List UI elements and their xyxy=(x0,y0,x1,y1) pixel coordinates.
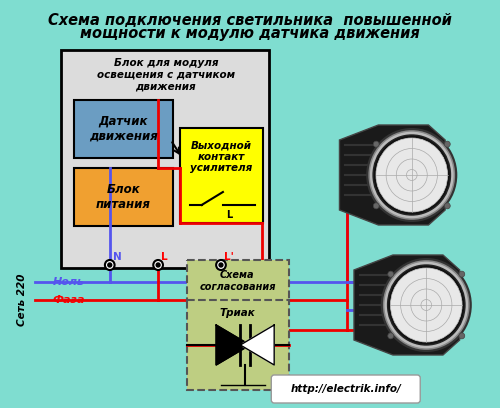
Circle shape xyxy=(390,268,462,342)
Polygon shape xyxy=(216,325,250,365)
FancyBboxPatch shape xyxy=(272,375,420,403)
FancyBboxPatch shape xyxy=(187,260,288,302)
Circle shape xyxy=(374,141,379,147)
Circle shape xyxy=(384,261,469,349)
Circle shape xyxy=(219,263,223,267)
Text: Датчик
движения: Датчик движения xyxy=(89,115,158,143)
Circle shape xyxy=(368,129,456,221)
Text: Схема
согласования: Схема согласования xyxy=(199,270,276,292)
Text: мощности к модулю датчика движения: мощности к модулю датчика движения xyxy=(80,26,420,41)
Circle shape xyxy=(444,141,450,147)
Circle shape xyxy=(382,259,471,351)
FancyBboxPatch shape xyxy=(187,300,288,390)
Circle shape xyxy=(105,260,115,270)
Circle shape xyxy=(376,138,448,212)
Circle shape xyxy=(388,333,394,339)
Polygon shape xyxy=(340,125,445,225)
Text: Сеть 220: Сеть 220 xyxy=(16,274,26,326)
Circle shape xyxy=(369,131,454,219)
Circle shape xyxy=(154,260,163,270)
Text: Блок для модуля
освещения с датчиком
движения: Блок для модуля освещения с датчиком дви… xyxy=(97,58,235,91)
Circle shape xyxy=(459,333,464,339)
FancyBboxPatch shape xyxy=(74,168,172,226)
FancyBboxPatch shape xyxy=(74,100,172,158)
FancyBboxPatch shape xyxy=(62,50,270,268)
Polygon shape xyxy=(354,255,460,355)
Circle shape xyxy=(373,135,450,215)
Polygon shape xyxy=(240,325,274,365)
Text: L': L' xyxy=(224,252,234,262)
Text: Ноль: Ноль xyxy=(52,277,84,287)
Text: N: N xyxy=(112,252,122,262)
Circle shape xyxy=(374,203,379,209)
Text: Выходной
контакт
усилителя: Выходной контакт усилителя xyxy=(190,140,252,173)
Text: Фаза: Фаза xyxy=(52,295,85,305)
Circle shape xyxy=(216,260,226,270)
Text: http://electrik.info/: http://electrik.info/ xyxy=(290,384,401,394)
Circle shape xyxy=(156,263,160,267)
Text: Блок
питания: Блок питания xyxy=(96,183,150,211)
Circle shape xyxy=(108,263,112,267)
Circle shape xyxy=(388,265,465,345)
Circle shape xyxy=(459,271,464,277)
Text: L: L xyxy=(161,252,168,262)
Text: L: L xyxy=(226,210,232,220)
Circle shape xyxy=(444,203,450,209)
Text: Схема подключения светильника  повышенной: Схема подключения светильника повышенной xyxy=(48,13,452,28)
Circle shape xyxy=(388,271,394,277)
Text: Триак: Триак xyxy=(220,308,256,318)
FancyBboxPatch shape xyxy=(180,128,262,223)
